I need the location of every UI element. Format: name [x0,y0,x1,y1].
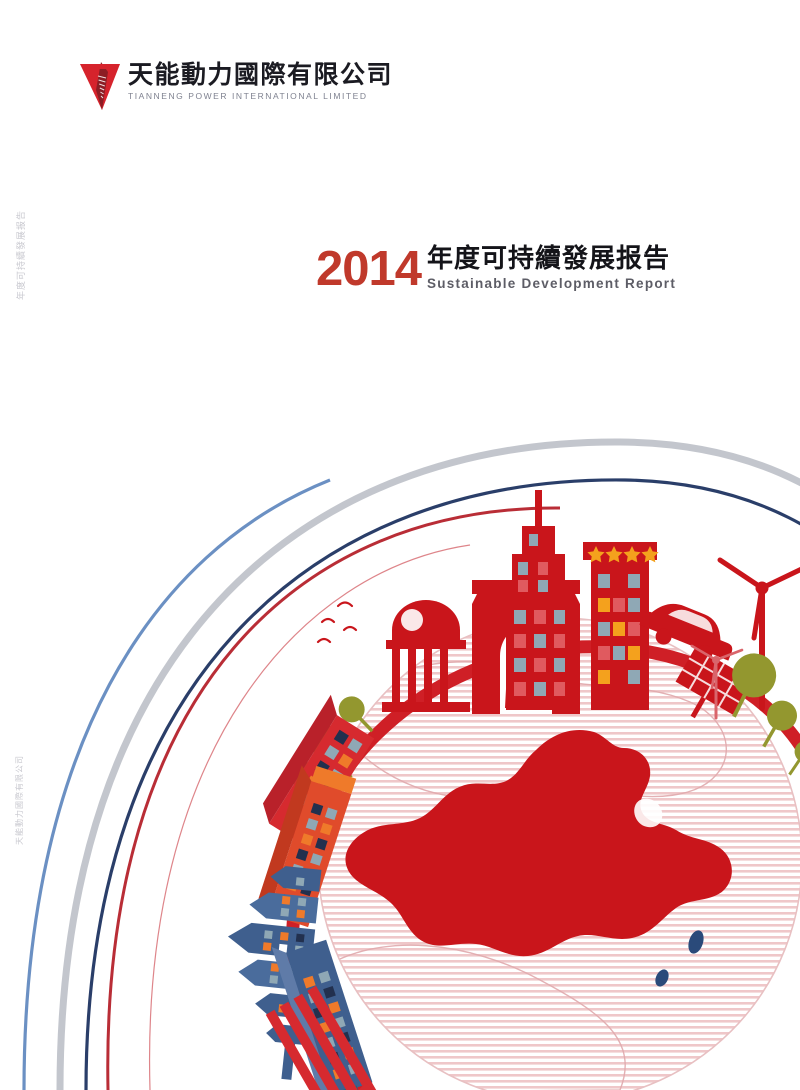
wind-turbine-small-icon [690,644,744,720]
cover-title-block: 2014 年度可持續發展报告 Sustainable Development R… [316,242,716,297]
report-title-chinese: 年度可持續發展报告 [427,244,671,274]
report-year: 2014 [316,242,422,297]
birds-icon [316,601,358,644]
decorative-arcs [22,438,800,1090]
tall-tower-icon [506,490,571,710]
observatory-dome-icon [382,600,470,712]
tianneng-v-flame-logo-icon [80,62,120,110]
red-car-icon [639,603,733,662]
report-title-english: Sustainable Development Report [427,276,677,292]
company-logo: 天能動力國際有限公司 TIANNENG POWER INTERNATIONAL … [78,58,393,112]
logo-english-name: TIANNENG POWER INTERNATIONAL LIMITED [128,91,368,102]
china-map-silhouette [345,730,732,987]
logo-chinese-name: 天能動力國際有限公司 [128,60,394,89]
spine-text-top: 年度可持續發展报告 [17,209,27,300]
bottom-red-comb-tower-icon [265,985,401,1090]
stars-icon [587,546,659,563]
cover-illustration [0,330,800,1090]
star-hotel-icon [583,542,659,710]
